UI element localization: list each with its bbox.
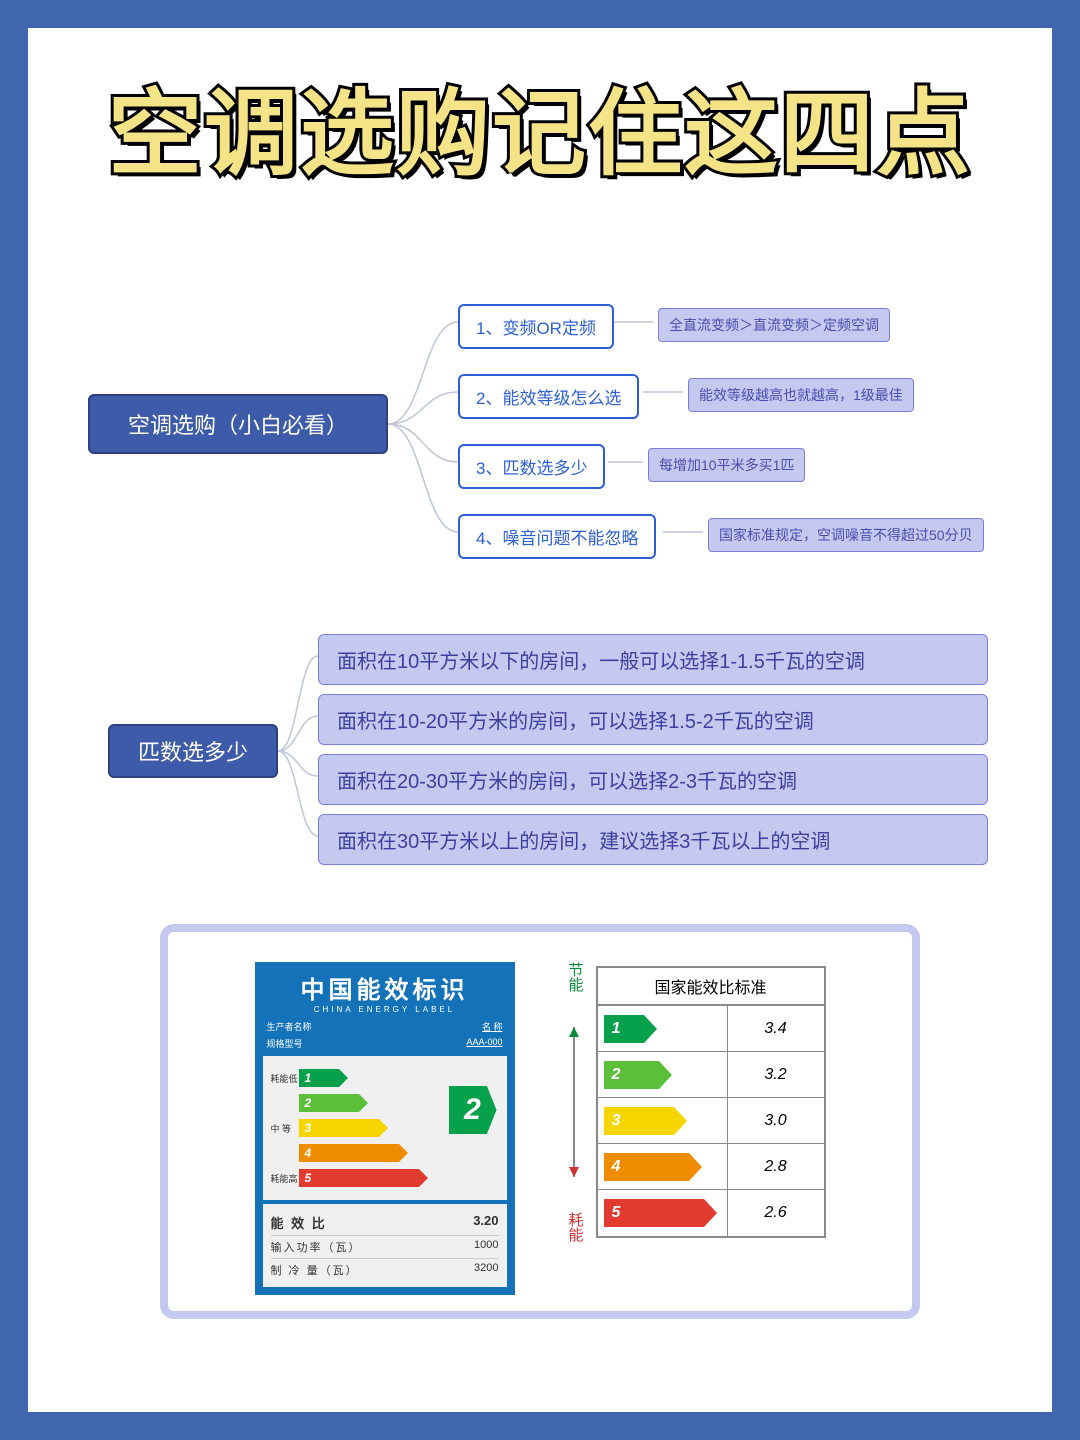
mindmap-root: 空调选购（小白必看） [88, 394, 388, 454]
size-guide-item: 面积在10平方米以下的房间，一般可以选择1-1.5千瓦的空调 [318, 634, 988, 685]
size-guide-item: 面积在10-20平方米的房间，可以选择1.5-2千瓦的空调 [318, 694, 988, 745]
size-guide-section: 匹数选多少 面积在10平方米以下的房间，一般可以选择1-1.5千瓦的空调面积在1… [28, 634, 1052, 884]
standard-table-row: 13.4 [598, 1006, 824, 1052]
standard-value: 2.6 [728, 1190, 824, 1236]
mindmap-item: 4、噪音问题不能忽略 [458, 514, 656, 559]
mindmap-item: 2、能效等级怎么选 [458, 374, 639, 419]
energy-arrow: 3 [299, 1119, 379, 1137]
axis-top-label: 节能 [565, 962, 586, 992]
standard-table-wrap: 节能 耗能 国家能效比标准 13.423.233.042.852.6 [565, 962, 826, 1242]
standard-arrow: 1 [604, 1015, 644, 1043]
mindmap-item: 1、变频OR定频 [458, 304, 614, 349]
energy-label-spec-row: 输入功率（瓦）1000 [271, 1236, 499, 1259]
mindmap-detail: 国家标准规定，空调噪音不得超过50分贝 [708, 518, 984, 552]
standard-arrow: 5 [604, 1199, 704, 1227]
energy-label-spec-row: 能 效 比3.20 [271, 1210, 499, 1236]
energy-arrow: 1 [299, 1069, 339, 1087]
energy-label-title-en: CHINA ENERGY LABEL [259, 1005, 511, 1018]
page-title: 空调选购记住这四点 [28, 58, 1052, 194]
standard-table: 国家能效比标准 13.423.233.042.852.6 [596, 966, 826, 1238]
standard-arrow: 3 [604, 1107, 674, 1135]
energy-label-table: 能 效 比3.20输入功率（瓦）1000制 冷 量（瓦）3200 [263, 1204, 507, 1287]
standard-value: 3.2 [728, 1052, 824, 1097]
energy-label-body: 耗能低12中 等34耗能高5 2 [263, 1056, 507, 1200]
standard-table-row: 23.2 [598, 1052, 824, 1098]
energy-label-title: 中国能效标识 [259, 966, 511, 1005]
size-guide-item: 面积在30平方米以上的房间，建议选择3千瓦以上的空调 [318, 814, 988, 865]
size-guide-item: 面积在20-30平方米的房间，可以选择2-3千瓦的空调 [318, 754, 988, 805]
page-frame: 空调选购记住这四点 空调选购（小白必看） 1、变频OR定频 全直流变频＞直流变频＞… [0, 0, 1080, 1440]
standard-table-row: 42.8 [598, 1144, 824, 1190]
standard-vertical-axis: 节能 耗能 [565, 962, 586, 1242]
energy-label-section: 中国能效标识 CHINA ENERGY LABEL 生产者名称名 称规格型号AA… [160, 924, 920, 1319]
mindmap-detail: 每增加10平米多买1匹 [648, 448, 805, 482]
energy-label-spec-row: 制 冷 量（瓦）3200 [271, 1259, 499, 1281]
energy-arrow-row: 4 [271, 1142, 499, 1164]
energy-label-meta-row: 生产者名称名 称 [259, 1018, 511, 1035]
standard-value: 2.8 [728, 1144, 824, 1189]
mindmap-section: 空调选购（小白必看） 1、变频OR定频 全直流变频＞直流变频＞定频空调 2、能效等级… [28, 304, 1052, 564]
standard-arrow: 4 [604, 1153, 689, 1181]
energy-label-card: 中国能效标识 CHINA ENERGY LABEL 生产者名称名 称规格型号AA… [255, 962, 515, 1295]
size-guide-root: 匹数选多少 [108, 724, 278, 778]
mindmap-detail: 能效等级越高也就越高，1级最佳 [688, 378, 914, 412]
standard-value: 3.0 [728, 1098, 824, 1143]
axis-bottom-label: 耗能 [565, 1212, 586, 1242]
standard-table-row: 33.0 [598, 1098, 824, 1144]
standard-table-title: 国家能效比标准 [598, 968, 824, 1006]
energy-arrow-row: 耗能低1 [271, 1067, 499, 1089]
energy-arrow: 2 [299, 1094, 359, 1112]
standard-table-row: 52.6 [598, 1190, 824, 1236]
standard-value: 3.4 [728, 1006, 824, 1051]
energy-arrow-row: 耗能高5 [271, 1167, 499, 1189]
energy-arrow: 5 [299, 1169, 419, 1187]
mindmap-detail: 全直流变频＞直流变频＞定频空调 [658, 308, 890, 342]
mindmap-item: 3、匹数选多少 [458, 444, 605, 489]
standard-arrow: 2 [604, 1061, 659, 1089]
energy-arrow: 4 [299, 1144, 399, 1162]
energy-label-meta-row: 规格型号AAA-000 [259, 1035, 511, 1052]
energy-label-big-level: 2 [449, 1086, 497, 1134]
